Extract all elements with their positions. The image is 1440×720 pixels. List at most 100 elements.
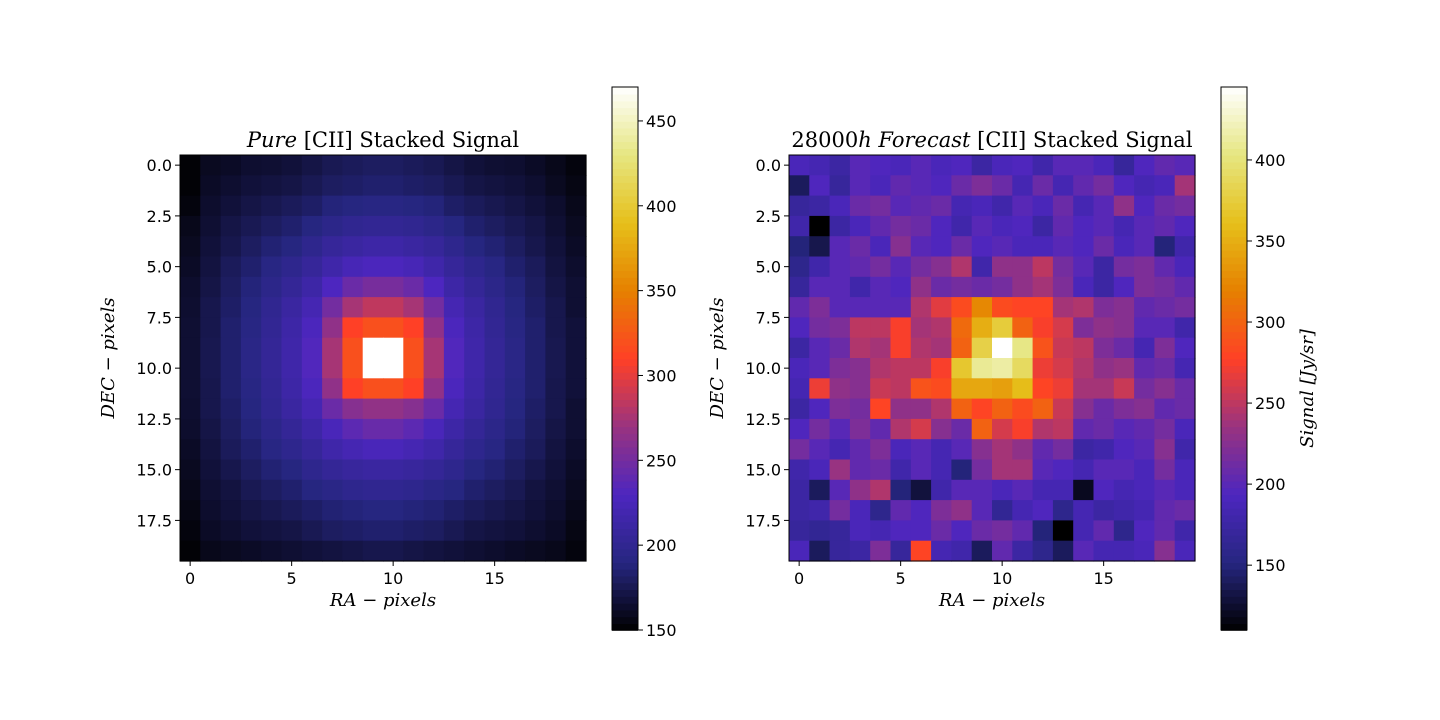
heatmap-cell: [1154, 520, 1176, 542]
colorbar-segment: [612, 541, 638, 550]
heatmap-cell: [423, 215, 445, 237]
heatmap-cell: [200, 418, 222, 440]
heatmap-cell: [951, 439, 973, 461]
heatmap-cell: [180, 418, 201, 440]
heatmap-cell: [1093, 256, 1115, 278]
heatmap-cell: [829, 256, 851, 278]
y-tick-label: 2.5: [147, 207, 172, 226]
heatmap-cell: [423, 398, 445, 420]
heatmap-cell: [1052, 256, 1074, 278]
heatmap-cell: [423, 439, 445, 461]
heatmap-cell: [180, 378, 201, 400]
heatmap-cell: [403, 398, 425, 420]
heatmap-cell: [200, 540, 222, 562]
heatmap-cell: [1012, 195, 1034, 217]
heatmap-cell: [403, 378, 425, 400]
heatmap-cell: [1174, 276, 1196, 298]
heatmap-cell: [1073, 500, 1095, 521]
heatmap-cell: [829, 439, 851, 461]
heatmap-cell: [565, 256, 587, 278]
heatmap-cell: [464, 398, 486, 420]
colorbar-segment: [612, 222, 638, 231]
heatmap-cell: [1174, 317, 1196, 339]
heatmap-cell: [1134, 236, 1155, 258]
heatmap-cell: [220, 358, 242, 379]
heatmap-cell: [281, 520, 303, 542]
heatmap-cell: [180, 459, 201, 481]
heatmap-cell: [322, 195, 343, 217]
heatmap-cell: [1093, 175, 1115, 197]
heatmap-cell: [504, 439, 526, 461]
heatmap-cell: [240, 439, 262, 461]
colorbar-segment: [612, 161, 638, 170]
heatmap-cell: [1073, 479, 1095, 501]
heatmap-cell: [342, 175, 364, 197]
heatmap-cell: [1154, 155, 1176, 176]
heatmap-cell: [403, 175, 425, 197]
heatmap-cell: [809, 459, 831, 481]
heatmap-cell: [261, 540, 283, 562]
plot-frame: [788, 154, 1196, 562]
heatmap-cell: [180, 317, 201, 339]
heatmap-cell: [342, 358, 364, 379]
heatmap-cell: [504, 500, 526, 521]
colorbar-segment: [1221, 202, 1247, 210]
x-tick-label: 5: [287, 569, 297, 588]
heatmap-cell: [180, 276, 201, 298]
colorbar-tick-label: 150: [1255, 556, 1286, 575]
heatmap-cell: [1154, 175, 1176, 197]
heatmap-cell: [342, 378, 364, 400]
heatmap-cell: [220, 236, 242, 258]
colorbar-segment: [1221, 310, 1247, 319]
y-tick-label: 7.5: [147, 308, 172, 327]
colorbar-segment: [1221, 467, 1247, 475]
colorbar-segment: [612, 209, 638, 217]
heatmap-cell: [1012, 215, 1034, 237]
heatmap-cell: [261, 520, 283, 542]
heatmap-cell: [220, 276, 242, 298]
heatmap-cell: [342, 459, 364, 481]
heatmap-cell: [1113, 236, 1135, 258]
heatmap-cell: [809, 520, 831, 542]
heatmap-cell: [261, 479, 283, 501]
colorbar-segment: [1221, 331, 1247, 339]
heatmap-cell: [301, 439, 323, 461]
heatmap-cell: [910, 175, 932, 197]
heatmap-cell: [829, 155, 851, 176]
heatmap-cell: [870, 520, 892, 542]
heatmap-cell: [1134, 540, 1155, 562]
heatmap-cell: [525, 500, 546, 521]
heatmap-cell: [1093, 317, 1115, 339]
heatmap-cell: [910, 236, 932, 258]
heatmap-cell: [1032, 215, 1054, 237]
chart-title-part: h Forecast: [858, 128, 971, 152]
heatmap-cell: [1032, 398, 1054, 420]
heatmap-cell: [849, 358, 871, 379]
heatmap-cell: [1113, 195, 1135, 217]
heatmap-cell: [1012, 297, 1034, 318]
heatmap-cell: [809, 215, 831, 237]
heatmap-cell: [240, 540, 262, 562]
heatmap-cell: [403, 500, 425, 521]
heatmap-cell: [362, 297, 384, 318]
colorbar-segment: [612, 575, 638, 584]
heatmap-cell: [443, 418, 465, 440]
heatmap-cell: [1134, 398, 1155, 420]
colorbar-segment: [612, 562, 638, 570]
heatmap-cell: [910, 439, 932, 461]
heatmap-cell: [565, 337, 587, 359]
heatmap-cell: [464, 256, 486, 278]
heatmap-cell: [992, 439, 1013, 461]
heatmap-cell: [525, 297, 546, 318]
heatmap-cell: [180, 540, 201, 562]
heatmap-cell: [240, 520, 262, 542]
x-tick-label: 0: [185, 569, 195, 588]
colorbar-segment: [1221, 148, 1247, 156]
heatmap-cell: [180, 195, 201, 217]
heatmap-cell: [971, 398, 993, 420]
heatmap-cell: [890, 418, 912, 440]
heatmap-cell: [383, 418, 404, 440]
heatmap-cell: [301, 297, 323, 318]
heatmap-cell: [200, 276, 222, 298]
colorbar-segment: [1221, 419, 1247, 428]
